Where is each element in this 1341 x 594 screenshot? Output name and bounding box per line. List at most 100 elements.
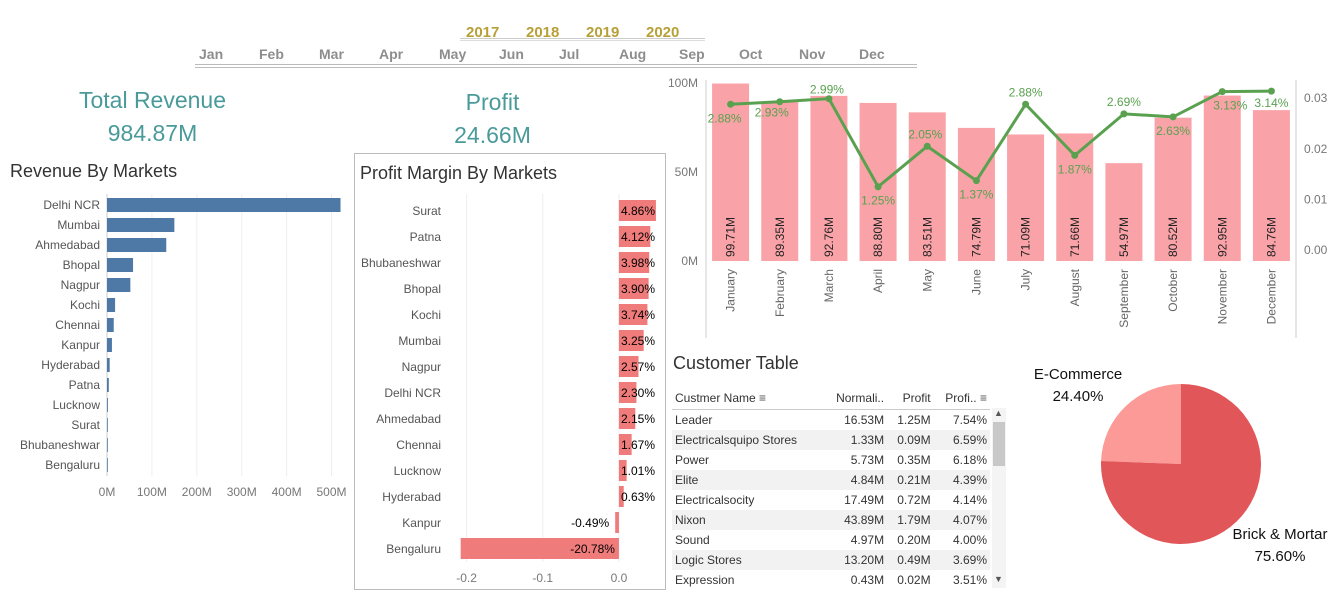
col-profit[interactable]: Profit [887,387,934,410]
x-tick-label: 100M [137,485,167,499]
scroll-up-arrow[interactable]: ▲ [994,408,1003,418]
margin-data-label: 1.67% [621,438,655,452]
sort-icon[interactable]: ≡ [759,391,767,405]
x-tick-label: 200M [182,485,212,499]
profit-cell: 0.21M [887,470,934,490]
pie-label-value: 75.60% [1255,548,1306,565]
pie-label-name: E-Commerce [1034,366,1122,383]
market-label: Bhopal [63,258,100,272]
col-customer-name[interactable]: Custmer Name ≡ [672,387,824,410]
month-label: May [920,269,934,292]
month-nov[interactable]: Nov [799,46,826,62]
col-profit-margin[interactable]: Profi.. ≡ [933,387,990,410]
revenue-bar [107,398,108,412]
revenue-data-label: 99.71M [724,217,738,257]
market-label: Hyderabad [382,490,441,504]
revenue-data-label: 74.79M [969,217,983,257]
margin-data-label: 0.63% [621,490,655,504]
year-2017[interactable]: 2017 [466,24,500,41]
x-tick-label: 500M [317,485,347,499]
profit-margin-title: Profit Margin By Markets [360,163,558,183]
month-label: December [1264,269,1278,324]
right-tick-label: 0.02 [1304,142,1328,156]
col-normalized[interactable]: Normali.. [823,387,888,410]
margin-data-label: 2.15% [621,412,655,426]
margin-data-label: 3.98% [621,256,655,270]
revenue-bar [107,318,114,332]
profit-margin-cell: 4.14% [952,493,987,507]
market-label: Delhi NCR [384,386,441,400]
profit-margin-point [923,142,931,150]
scroll-down-arrow[interactable]: ▼ [994,574,1003,584]
right-tick-label: 0.03 [1304,91,1328,105]
margin-bar [460,538,619,559]
month-jul[interactable]: Jul [559,46,580,62]
month-jan[interactable]: Jan [199,46,224,62]
x-tick-label: 400M [272,485,302,499]
table-row[interactable]: Logic Stores 13.20M 0.49M 3.69% [672,550,990,570]
line-data-label: 3.14% [1254,96,1288,110]
normalized-cell: 17.49M [844,493,885,507]
table-row[interactable]: Electricalsquipo Stores 1.33M 0.09M 6.59% [672,430,990,450]
profit-margin-chart: -0.2 -0.1 0.0 Surat 4.86% Patna 4.12% Bhubanesh… [361,194,656,585]
profit-margin-point [825,95,833,103]
margin-data-label: 3.74% [621,308,655,322]
monthly-revenue-bar [1203,95,1241,261]
table-row[interactable]: Expression 0.43M 0.02M 3.51% [672,570,990,589]
line-data-label: 1.37% [959,188,993,202]
table-row[interactable]: Electricalsocity 17.49M 0.72M 4.14% [672,490,990,510]
month-label: October [1166,269,1180,312]
monthly-revenue-bar [957,127,995,261]
monthly-revenue-bar [1154,117,1192,261]
month-feb[interactable]: Feb [259,46,284,62]
table-scrollbar[interactable]: ▲ ▼ [992,408,1006,588]
market-label: Patna [410,230,442,244]
line-data-label: 2.88% [708,111,742,125]
month-jun[interactable]: Jun [499,46,524,62]
market-label: Kochi [70,298,100,312]
month-oct[interactable]: Oct [739,46,763,62]
month-sep[interactable]: Sep [679,46,705,62]
revenue-bar [107,358,110,372]
customer-name-cell: Sound [675,533,710,547]
x-tick-label: 0M [99,485,116,499]
revenue-data-label: 71.66M [1068,217,1082,257]
month-may[interactable]: May [439,46,467,62]
profit-margin-point [1218,88,1226,96]
profit-cell: 0.20M [897,533,931,547]
margin-bar [618,252,650,273]
col-profit-margin-label: Profi.. [945,391,977,405]
customer-name-cell: Leader [675,413,713,427]
table-row[interactable]: Power 5.73M 0.35M 6.18% [672,450,990,470]
year-2020[interactable]: 2020 [646,24,680,41]
line-data-label: 2.05% [908,127,942,141]
scroll-thumb[interactable] [993,422,1005,466]
month-dec[interactable]: Dec [859,46,885,62]
month-mar[interactable]: Mar [319,46,344,62]
normalized-cell: 5.73M [850,453,885,467]
margin-bar [618,434,632,455]
profit-margin-cell: 6.18% [952,453,987,467]
table-row[interactable]: Nixon 43.89M 1.79M 4.07% [672,510,990,530]
revenue-data-label: 88.80M [871,217,885,257]
margin-bar [618,226,651,247]
table-row[interactable]: Sound 4.97M 0.20M 4.00% [672,530,990,550]
year-2018[interactable]: 2018 [526,24,560,41]
table-row[interactable]: Leader 16.53M 1.25M 7.54% [672,410,990,431]
revenue-bar [107,298,116,312]
sort-icon[interactable]: ≡ [979,391,987,405]
year-2019[interactable]: 2019 [586,24,620,41]
revenue-by-markets-chart: 0M 100M 200M 300M 400M 500M Delhi NCR Mumbai Ahm… [20,194,347,499]
month-apr[interactable]: Apr [379,46,404,62]
pie-slice [1101,384,1261,544]
margin-bar [618,356,639,377]
market-label: Ahmedabad [376,412,441,426]
monthly-revenue-bar [1007,134,1045,261]
table-row[interactable]: Elite 4.84M 0.21M 4.39% [672,470,990,490]
profit-margin-point [1267,87,1275,95]
revenue-bar [107,418,108,432]
profit-margin-cell: 6.59% [933,430,990,450]
revenue-bar [107,238,167,252]
month-aug[interactable]: Aug [619,46,647,62]
customer-table-title: Customer Table [673,353,799,373]
